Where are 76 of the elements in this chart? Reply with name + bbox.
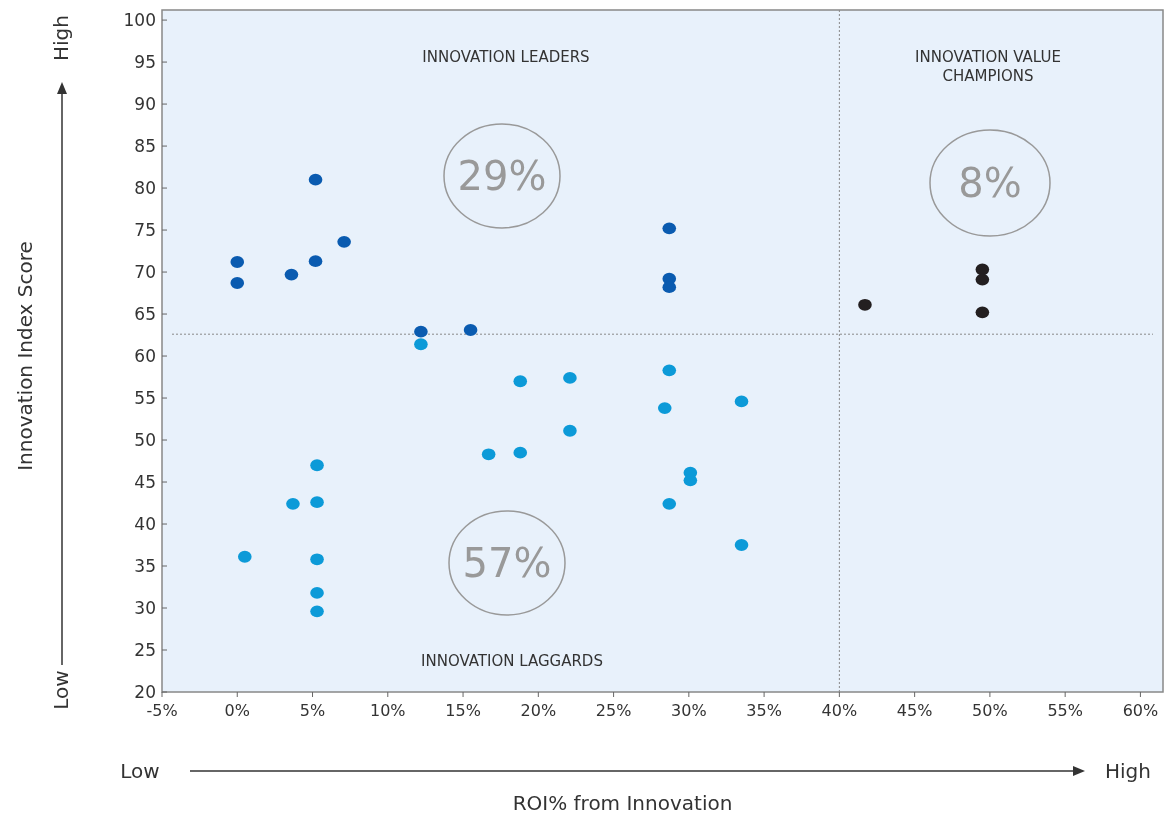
x-tick-label: 45%	[896, 701, 933, 720]
x-tick-label: 30%	[671, 701, 707, 720]
x-tick-label: 40%	[821, 701, 858, 720]
point	[308, 173, 323, 186]
y-tick-label: 95	[134, 52, 156, 73]
y-tick-label: 35	[134, 555, 156, 576]
point	[858, 298, 872, 311]
point	[563, 424, 577, 437]
text: High	[49, 15, 73, 61]
annotation: 57%	[462, 540, 552, 586]
point	[310, 459, 324, 472]
point	[308, 255, 323, 268]
point	[310, 605, 324, 618]
point	[975, 263, 990, 276]
y-tick-label: 20	[134, 681, 156, 702]
y-tick-label: 25	[134, 639, 156, 660]
y-tick-label: 50	[134, 429, 156, 450]
point	[513, 375, 528, 388]
x-tick-label: 20%	[520, 701, 557, 720]
x-tick-label: 5%	[299, 701, 326, 720]
y-tick-label: 85	[134, 136, 156, 157]
point	[310, 496, 324, 509]
x-axis-title: ROI% from Innovation	[512, 791, 733, 815]
y-tick-label: 40	[134, 513, 156, 534]
point	[975, 273, 990, 286]
x-tick-label: 35%	[746, 701, 782, 720]
text: Low	[120, 759, 160, 783]
point	[284, 268, 299, 281]
point	[463, 324, 478, 336]
y-tick-label: 30	[134, 597, 156, 618]
point	[563, 371, 577, 384]
y-tick-label: 100	[123, 10, 156, 31]
point	[975, 306, 990, 319]
annotation: 29%	[457, 153, 547, 199]
point	[683, 474, 698, 487]
x-tick-label: 60%	[1122, 701, 1159, 720]
y-tick-label: 60	[134, 345, 156, 366]
text: High	[1105, 759, 1151, 783]
y-axis-title: Innovation Index Score	[13, 241, 37, 471]
point	[734, 539, 749, 551]
point	[414, 338, 428, 351]
annotation: INNOVATION LAGGARDS	[421, 652, 603, 670]
y-tick-label: 65	[134, 303, 156, 324]
y-tick-label: 75	[134, 220, 156, 240]
point	[662, 281, 677, 294]
y-tick-label: 90	[134, 94, 156, 115]
annotation: INNOVATION LEADERS	[422, 48, 590, 66]
point	[657, 402, 672, 415]
point	[237, 550, 252, 563]
x-tick-label: 15%	[445, 701, 481, 720]
point	[230, 256, 245, 268]
text: Low	[49, 670, 73, 710]
point	[662, 497, 677, 510]
x-tick-label: 50%	[972, 701, 1008, 720]
y-tick-label: 55	[134, 387, 156, 408]
point	[662, 364, 677, 377]
x-tick-label: 55%	[1047, 701, 1083, 720]
annotation: 8%	[958, 160, 1022, 206]
point	[734, 395, 749, 408]
point	[310, 553, 324, 566]
point	[513, 446, 528, 459]
x-tick-label: 10%	[370, 701, 406, 720]
point	[230, 277, 245, 289]
point	[414, 325, 428, 338]
point	[286, 497, 300, 510]
x-tick-label: 0%	[224, 701, 250, 720]
y-tick-label: 80	[134, 178, 156, 199]
y-tick-label: 45	[134, 471, 156, 492]
x-tick-label: 25%	[595, 701, 632, 720]
point	[337, 235, 351, 248]
x-tick-label: -5%	[146, 701, 178, 720]
point	[310, 586, 324, 599]
annotation: INNOVATION VALUE CHAMPIONS	[915, 48, 1061, 85]
point	[662, 222, 677, 235]
y-tick-label: 70	[134, 262, 156, 282]
point	[481, 448, 496, 461]
